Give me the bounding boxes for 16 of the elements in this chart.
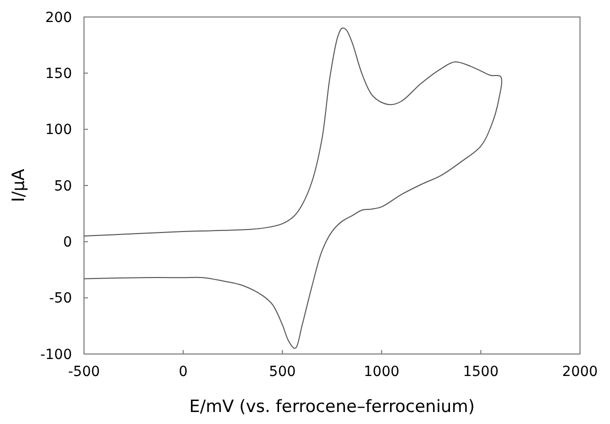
y-tick-label: 0 <box>63 234 72 251</box>
y-tick-label: 100 <box>45 122 72 138</box>
x-axis-title: E/mV (vs. ferrocene–ferrocenium) <box>189 397 475 417</box>
x-tick-label: 500 <box>269 364 296 380</box>
x-tick-label: 0 <box>178 364 188 380</box>
x-tick-label: 1000 <box>364 364 400 380</box>
y-tick-label: -100 <box>40 346 72 363</box>
y-axis-title: I/μA <box>9 168 29 202</box>
y-tick-label: 50 <box>54 178 72 194</box>
y-tick-label: -50 <box>49 290 72 307</box>
line-series <box>84 28 502 349</box>
x-tick-label: 2000 <box>562 364 598 380</box>
x-tick-label: 1500 <box>462 364 499 380</box>
y-tick-label: 200 <box>45 10 72 26</box>
y-tick-label: 150 <box>45 66 72 82</box>
x-tick-label: -500 <box>68 364 100 380</box>
